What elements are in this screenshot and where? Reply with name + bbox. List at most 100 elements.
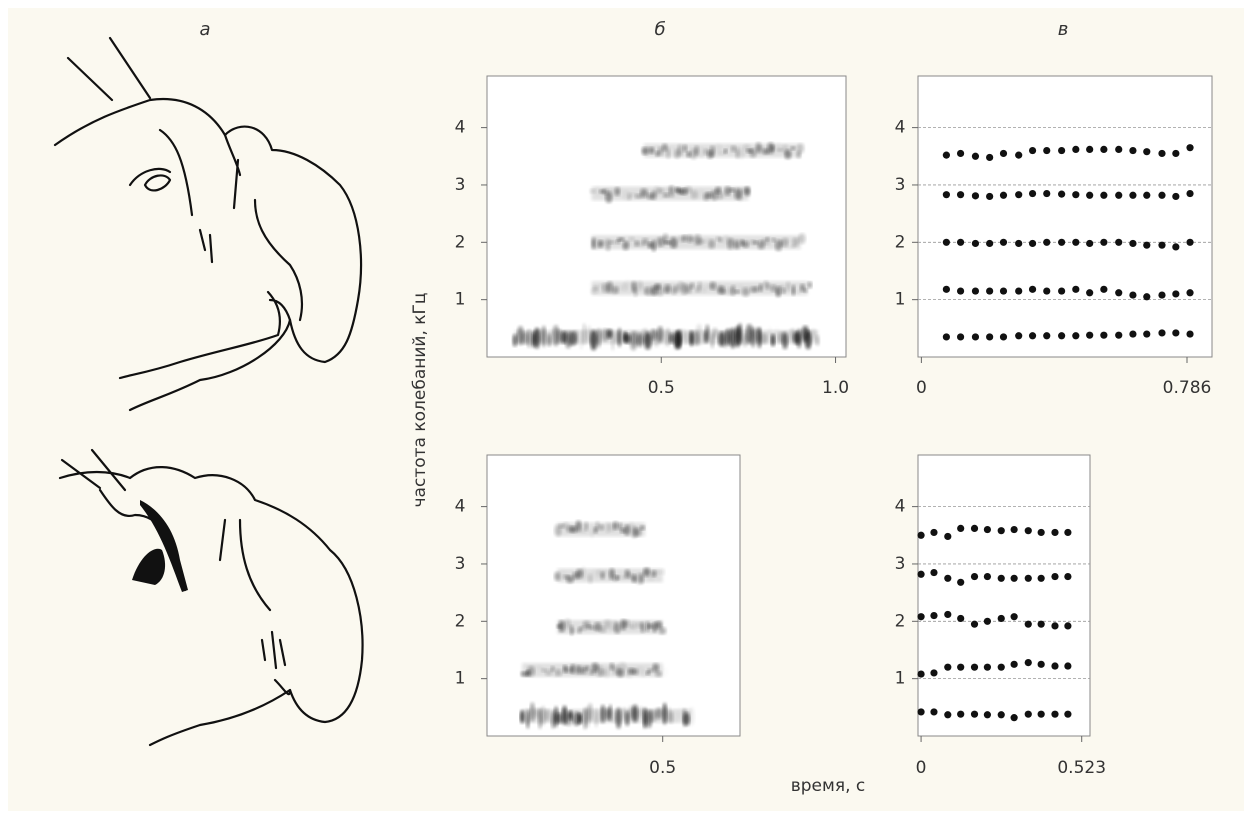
dot (957, 525, 964, 532)
dot (1115, 239, 1122, 246)
band-smudge (631, 622, 636, 630)
y-tick-label: 2 (895, 232, 906, 252)
band-smudge (660, 667, 668, 678)
band-smudge (790, 146, 795, 150)
dot (986, 154, 993, 161)
y-tick-label: 4 (455, 118, 466, 138)
band-smudge (731, 285, 736, 295)
band-smudge (656, 570, 661, 575)
x-tick-label: 1.0 (822, 378, 849, 398)
dot (1051, 529, 1058, 536)
dot (1000, 333, 1007, 340)
dot (943, 239, 950, 246)
dot (1058, 147, 1065, 154)
band-smudge (573, 331, 578, 345)
x-tick-label: 0.523 (1057, 758, 1106, 778)
band-smudge (575, 520, 581, 532)
dot (944, 575, 951, 582)
dot (986, 287, 993, 294)
band-smudge (556, 669, 562, 677)
band-smudge (541, 326, 546, 347)
y-tick-label: 2 (455, 611, 466, 631)
dot (1064, 529, 1071, 536)
band-smudge (816, 335, 820, 346)
dot (1011, 526, 1018, 533)
dot (1129, 147, 1136, 154)
band-smudge (772, 238, 776, 242)
dot (1015, 332, 1022, 339)
dot (1051, 662, 1058, 669)
dot (1011, 575, 1018, 582)
dot (998, 664, 1005, 671)
dot (1129, 192, 1136, 199)
dot (1025, 659, 1032, 666)
dot (1143, 293, 1150, 300)
y-tick-label: 2 (455, 232, 466, 252)
figure: а б в частота колебаний, кГц время, с 12… (0, 0, 1252, 819)
plot-area (918, 76, 1212, 357)
dot (957, 191, 964, 198)
y-tick-label: 1 (895, 290, 906, 310)
band-smudge (526, 710, 530, 729)
dot (1158, 150, 1165, 157)
dot (1038, 575, 1045, 582)
dot (917, 532, 924, 539)
band-smudge (759, 283, 763, 292)
band-smudge (609, 240, 615, 244)
band-smudge (595, 521, 599, 530)
band-smudge (639, 573, 644, 584)
dot (1043, 239, 1050, 246)
band-smudge (593, 285, 599, 290)
band-smudge (807, 281, 812, 288)
dot (957, 333, 964, 340)
band-smudge (636, 281, 643, 291)
band-smudge (555, 713, 563, 724)
dot (1029, 286, 1036, 293)
dot (930, 529, 937, 536)
band-smudge (641, 670, 646, 678)
band-smudge (599, 524, 604, 530)
band-smudge (797, 143, 804, 153)
dot (984, 526, 991, 533)
dot (1100, 286, 1107, 293)
dot (1043, 332, 1050, 339)
dot (1015, 287, 1022, 294)
band-smudge (698, 147, 704, 159)
dot (930, 612, 937, 619)
plot-area (487, 455, 740, 736)
dot (1100, 332, 1107, 339)
band-smudge (683, 145, 687, 152)
band-smudge (612, 286, 619, 293)
dot (971, 525, 978, 532)
band-smudge (520, 710, 525, 723)
dot (972, 333, 979, 340)
dot (1172, 193, 1179, 200)
dot (1143, 242, 1150, 249)
dot (1051, 573, 1058, 580)
dot (957, 615, 964, 622)
band-smudge (587, 703, 593, 721)
dot (1158, 329, 1165, 336)
dot (1086, 289, 1093, 296)
dot (1015, 152, 1022, 159)
band-smudge (640, 188, 648, 197)
band-smudge (624, 279, 631, 290)
dot (1064, 573, 1071, 580)
dot (1115, 146, 1122, 153)
dot (1000, 150, 1007, 157)
dot (1186, 144, 1193, 151)
band-smudge (718, 237, 722, 242)
y-tick-label: 3 (455, 175, 466, 195)
band-smudge (777, 148, 783, 152)
dot (1064, 662, 1071, 669)
dot (1015, 191, 1022, 198)
band-smudge (568, 710, 572, 720)
dot (1158, 242, 1165, 249)
dot (971, 621, 978, 628)
band-smudge (642, 238, 648, 245)
band-smudge (663, 193, 670, 198)
dot (1011, 661, 1018, 668)
dot (1000, 287, 1007, 294)
band-smudge (582, 323, 586, 345)
band-smudge (632, 705, 638, 723)
